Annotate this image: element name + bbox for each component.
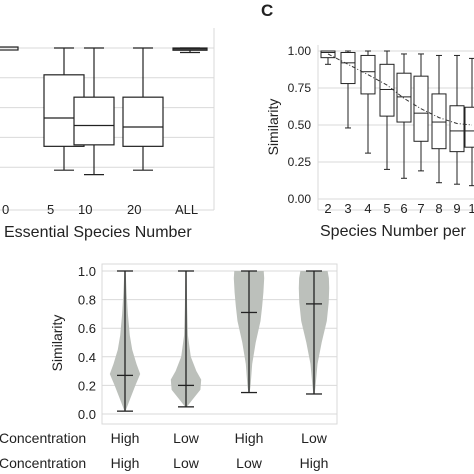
- panel-b-x-axis-label: Essential Species Number: [4, 224, 192, 241]
- panel-b-x-tick-4: ALL: [175, 202, 198, 217]
- panel-d-x-tick-row2-0: High: [111, 455, 140, 471]
- panel-d-x-tick-row1-1: Low: [173, 430, 200, 446]
- panel-b-box-2: [73, 96, 115, 146]
- panel-d-row-label-1: Concentration: [0, 430, 86, 446]
- panel-c-box-8: [464, 106, 474, 148]
- panel-d-x-tick-row1-2: High: [235, 430, 264, 446]
- panel-c-y-tick-4: 1.00: [288, 44, 312, 58]
- panel-c-box-4: [396, 72, 412, 123]
- panel-c-x-tick-6: 8: [435, 201, 442, 216]
- panel-c-x-tick-7: 9: [453, 201, 460, 216]
- panel-c-boxes: [320, 50, 474, 187]
- panel-b-box-0: [0, 46, 19, 51]
- panel-b-x-tick-1: 5: [47, 202, 54, 217]
- panel-c-trend-line: [327, 53, 473, 126]
- panel-c-x-tick-8: 1: [468, 201, 474, 216]
- panel-c-x-tick-2: 4: [364, 201, 371, 216]
- panel-c-y-tick-0: 0.00: [288, 192, 312, 206]
- panel-d-y-tick-5: 1.0: [78, 264, 96, 279]
- panel-c-x-tick-1: 3: [344, 201, 351, 216]
- panel-d-x-tick-row2-1: Low: [173, 455, 200, 471]
- panel-d-grid: [101, 263, 338, 425]
- panel-b-box-plot: 0 5 10 20 ALL Essential Species Number: [0, 28, 215, 241]
- panel-c-y-tick-3: 0.75: [288, 81, 312, 95]
- panel-c-box-1: [340, 51, 356, 85]
- panel-c-box-7: [449, 105, 465, 153]
- panel-c-grid: [317, 45, 474, 211]
- panel-d-y-tick-4: 0.8: [78, 293, 96, 308]
- panel-b-x-tick-labels: 0 5 10 20 ALL: [2, 202, 198, 217]
- panel-d-y-tick-1: 0.2: [78, 378, 96, 393]
- panel-d-row-label-2: Concentration: [0, 455, 86, 471]
- panel-b-x-tick-0: 0: [2, 202, 9, 217]
- panel-d-violins: [109, 270, 330, 412]
- panel-d-x-tick-row2-2: Low: [236, 455, 263, 471]
- panel-c-y-tick-1: 0.25: [288, 155, 312, 169]
- panel-c-x-tick-4: 6: [400, 201, 407, 216]
- panel-d-violin-plot: 0.0 0.2 0.4 0.6 0.8 1.0 High High Low Low High Low…: [0, 263, 338, 471]
- panel-c-letter: C: [261, 1, 273, 20]
- panel-c-box-3: [379, 63, 395, 117]
- panel-d-y-tick-3: 0.6: [78, 321, 96, 336]
- panel-d-y-axis-label: Similarity: [49, 315, 65, 372]
- panel-c-x-axis-label: Species Number per: [320, 223, 467, 240]
- panel-d-y-tick-2: 0.4: [78, 350, 96, 365]
- panel-b-x-tick-2: 10: [78, 202, 92, 217]
- panel-b-box-3: [122, 96, 164, 147]
- panel-c-x-tick-5: 7: [417, 201, 424, 216]
- panel-c-x-tick-3: 5: [383, 201, 390, 216]
- panel-b-boxes: [0, 46, 208, 176]
- panel-c-y-axis-label: Similarity: [265, 99, 281, 156]
- panel-c-x-tick-0: 2: [324, 201, 331, 216]
- panel-c-box-6: [431, 93, 447, 150]
- panel-c-y-tick-2: 0.50: [288, 118, 312, 132]
- panel-c-y-tick-labels: 0.00 0.25 0.50 0.75 1.00: [288, 44, 312, 206]
- panel-d-x-tick-row1-0: High: [111, 430, 140, 446]
- panel-d-y-tick-labels: 0.0 0.2 0.4 0.6 0.8 1.0: [78, 264, 96, 422]
- panel-d-frame: [101, 263, 338, 425]
- panel-d-x-tick-row2-3: High: [300, 455, 329, 471]
- panel-b-x-tick-3: 20: [127, 202, 141, 217]
- panel-d-x-tick-row1-3: Low: [301, 430, 328, 446]
- panel-d-x-tick-labels: High High Low Low High Low Low High: [111, 430, 329, 471]
- panel-d-y-tick-0: 0.0: [78, 407, 96, 422]
